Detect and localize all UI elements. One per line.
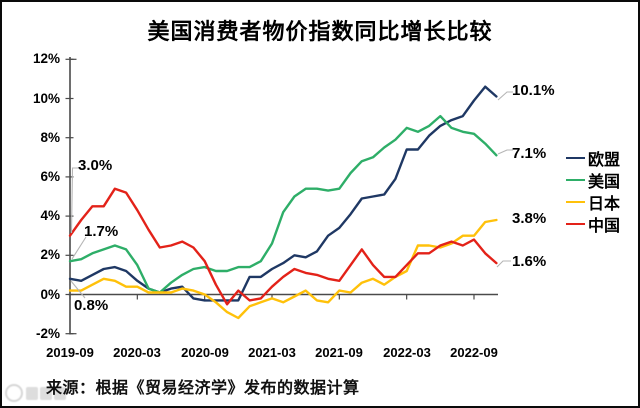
series-lines [68,85,498,320]
legend: 欧盟 美国 日本 中国 [566,147,620,235]
x-axis-label: 2020-03 [113,345,161,360]
leader-line-china-end [496,260,511,268]
legend-label-eu: 欧盟 [588,152,621,169]
annotation-us-start: 1.7% [84,223,119,240]
annotation-us-end: 7.1% [512,145,547,162]
y-axis-label: 8% [40,130,60,145]
annotation-china-start: 3.0% [78,157,113,174]
legend-swatch-japan [566,200,585,204]
y-axis-label: -2% [35,326,60,341]
watermark-logo [5,384,68,402]
y-axis-label: 0% [40,287,60,302]
legend-swatch-china [566,222,585,226]
leader-line-eu-start [70,280,86,299]
legend-item-japan: 日本 [566,191,620,213]
leader-line-china-start [70,167,79,234]
x-axis-label: 2021-03 [248,345,296,360]
annotation-china-end: 1.6% [512,253,547,270]
legend-swatch-eu [566,156,585,160]
y-axis-label: 12% [32,51,60,66]
y-axis-label: 4% [40,208,60,223]
leader-line-us-start [71,236,87,260]
leader-line-us-end [497,149,513,155]
axis-ticks [65,58,475,335]
legend-swatch-us [566,178,585,182]
annotation-japan-end: 3.8% [512,210,547,227]
x-axis-label: 2022-03 [383,345,431,360]
annotation-eu-end: 10.1% [512,82,555,99]
series-line-2 [68,218,498,320]
x-axis-label: 2019-09 [46,345,94,360]
source-note: 来源：根据《贸易经济学》发布的数据计算 [46,380,360,397]
legend-item-eu: 欧盟 [566,147,620,169]
series-line-0 [68,85,498,302]
legend-item-china: 中国 [566,213,620,235]
series-line-1 [68,114,498,294]
leader-line-eu-end [497,91,513,101]
y-axis-label: 10% [32,91,60,106]
series-line-3 [68,187,498,306]
chart-title: 美国消费者物价指数同比增长比较 [147,19,493,44]
legend-label-china: 中国 [588,218,621,235]
legend-label-us: 美国 [588,174,621,191]
annotation-eu-start: 0.8% [74,297,109,314]
legend-label-japan: 日本 [588,196,621,213]
y-axis-label: 6% [40,169,60,184]
watermark-ring-icon [5,384,23,402]
y-axis-label: 2% [40,247,60,262]
legend-item-us: 美国 [566,169,620,191]
x-axis-label: 2022-09 [450,345,498,360]
x-axis-label: 2021-09 [315,345,363,360]
x-axis-label: 2020-09 [181,345,229,360]
